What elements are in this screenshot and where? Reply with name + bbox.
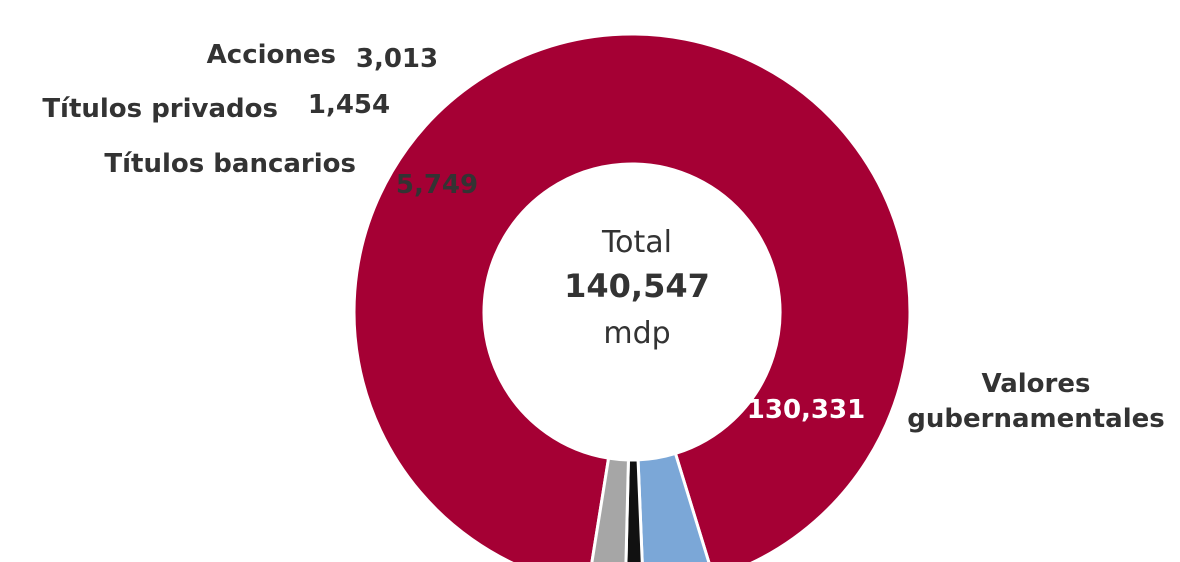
center-label-unit: mdp [603, 316, 670, 351]
category-label-titulos-bancarios: Títulos bancarios [104, 149, 356, 179]
value-label-acciones: 3,013 [356, 44, 438, 74]
value-label-titulos-bancarios: 5,749 [396, 170, 478, 200]
category-label-titulos-privados: Títulos privados [42, 94, 278, 124]
category-label-valores-line1: Valores [982, 369, 1091, 399]
category-label-valores-line2: gubernamentales [907, 404, 1164, 434]
center-label-value: 140,547 [564, 267, 710, 305]
slice-acciones [590, 456, 630, 562]
slice-titulos-bancarios [636, 451, 711, 562]
center-label-total: Total [601, 225, 672, 260]
donut-slices [352, 32, 912, 562]
value-label-titulos-privados: 1,454 [308, 90, 390, 120]
slice-valores-gubernamentales [352, 32, 912, 562]
category-label-acciones: Acciones [207, 40, 336, 70]
value-label-valores-gubernamentales: 130,331 [747, 395, 865, 425]
